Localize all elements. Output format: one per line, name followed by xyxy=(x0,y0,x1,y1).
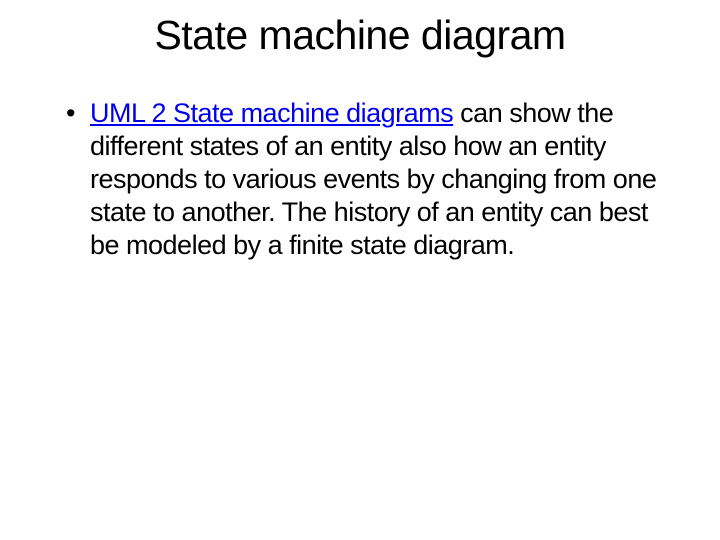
slide: State machine diagram UML 2 State machin… xyxy=(0,0,720,540)
slide-title: State machine diagram xyxy=(50,12,670,59)
slide-body-list: UML 2 State machine diagrams can show th… xyxy=(50,97,670,262)
bullet-item: UML 2 State machine diagrams can show th… xyxy=(90,97,670,262)
uml-state-machine-link[interactable]: UML 2 State machine diagrams xyxy=(90,98,453,128)
